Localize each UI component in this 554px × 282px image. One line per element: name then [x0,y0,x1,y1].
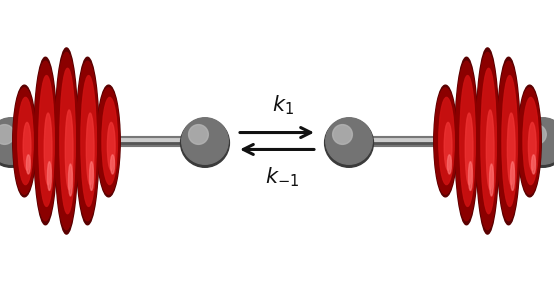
Ellipse shape [523,97,538,185]
Ellipse shape [76,57,99,225]
Ellipse shape [0,118,35,167]
Ellipse shape [34,61,57,221]
Ellipse shape [65,110,73,190]
Ellipse shape [529,122,536,170]
Ellipse shape [181,118,229,167]
Ellipse shape [476,48,499,234]
Ellipse shape [44,113,52,185]
Ellipse shape [325,118,373,167]
Ellipse shape [434,85,457,197]
Ellipse shape [332,125,352,144]
Ellipse shape [48,162,52,190]
Text: $k_1$: $k_1$ [271,93,294,117]
Ellipse shape [111,155,115,174]
Ellipse shape [455,61,478,221]
Ellipse shape [102,97,117,185]
Ellipse shape [486,110,494,190]
Ellipse shape [55,48,78,234]
Ellipse shape [188,125,208,144]
Ellipse shape [39,76,54,206]
Ellipse shape [97,85,120,197]
Ellipse shape [27,155,30,174]
Ellipse shape [28,133,30,141]
Text: $k_{-1}$: $k_{-1}$ [265,165,300,189]
Ellipse shape [481,68,496,214]
Ellipse shape [326,118,372,164]
Ellipse shape [76,61,99,221]
Ellipse shape [26,129,34,153]
Ellipse shape [109,132,114,150]
Ellipse shape [502,76,517,206]
Ellipse shape [518,85,541,197]
Ellipse shape [444,122,452,170]
Ellipse shape [497,57,520,225]
Ellipse shape [519,118,554,167]
Ellipse shape [448,155,452,174]
Ellipse shape [455,57,478,225]
Ellipse shape [86,113,94,185]
Ellipse shape [109,133,111,141]
Ellipse shape [81,76,96,206]
Ellipse shape [182,118,228,164]
Ellipse shape [0,125,14,144]
Ellipse shape [434,88,456,194]
Ellipse shape [465,113,473,185]
Ellipse shape [69,164,73,196]
Ellipse shape [446,133,448,141]
Ellipse shape [490,164,494,196]
Ellipse shape [107,122,115,170]
Ellipse shape [520,118,554,164]
Ellipse shape [18,97,33,185]
Ellipse shape [23,122,31,170]
Ellipse shape [0,118,34,164]
Ellipse shape [497,61,520,221]
Ellipse shape [13,88,35,194]
Ellipse shape [60,68,75,214]
Ellipse shape [532,155,536,174]
Ellipse shape [55,52,78,230]
Ellipse shape [525,133,527,141]
Ellipse shape [526,125,546,144]
Ellipse shape [98,88,120,194]
Ellipse shape [524,132,530,150]
Ellipse shape [439,97,454,185]
Ellipse shape [107,129,115,153]
Ellipse shape [445,132,451,150]
Ellipse shape [511,162,515,190]
Ellipse shape [476,52,499,230]
Ellipse shape [469,162,473,190]
Ellipse shape [34,57,57,225]
Ellipse shape [460,76,475,206]
Ellipse shape [507,113,515,185]
Ellipse shape [27,132,33,150]
Ellipse shape [90,162,94,190]
Ellipse shape [13,85,36,197]
Ellipse shape [444,129,452,153]
Ellipse shape [523,129,531,153]
Ellipse shape [519,88,541,194]
